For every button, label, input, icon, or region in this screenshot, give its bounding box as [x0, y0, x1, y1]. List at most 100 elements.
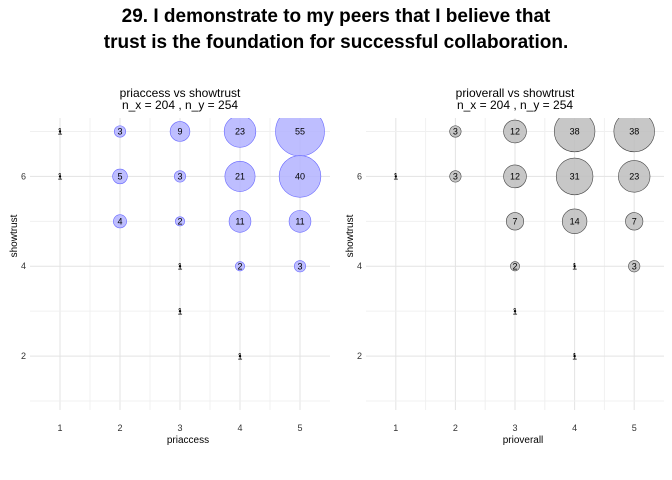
y-axis-label: showtrust — [345, 214, 356, 257]
x-axis-label: prioverall — [503, 435, 544, 446]
bubble-count-label: 1 — [393, 172, 398, 182]
y-tick-label: 4 — [21, 261, 26, 271]
bubble-point — [503, 164, 527, 189]
bubble-point — [238, 354, 242, 358]
panel-title: priaccess vs showtrust — [120, 86, 241, 100]
bubble-count-label: 12 — [510, 172, 520, 182]
bubble-count-label: 1 — [512, 306, 517, 316]
bubble-point — [113, 125, 127, 138]
bubble-point — [112, 168, 128, 185]
panel-subtitle: n_x = 204 , n_y = 254 — [457, 98, 573, 112]
x-tick-label: 3 — [177, 423, 182, 433]
main-title-line-2: trust is the foundation for successful c… — [103, 32, 569, 53]
bubble-point — [510, 261, 520, 272]
x-tick-label: 1 — [57, 423, 62, 433]
bubble-count-label: 40 — [295, 172, 305, 182]
bubble-point — [449, 170, 462, 183]
bubble-count-label: 9 — [177, 127, 182, 137]
bubble-point — [503, 119, 527, 144]
x-tick-label: 3 — [512, 423, 517, 433]
bubble-point — [175, 216, 185, 227]
bubble-count-label: 3 — [117, 127, 122, 137]
bubble-point — [573, 354, 576, 358]
bubble-count-label: 7 — [632, 217, 637, 227]
x-tick-label: 2 — [453, 423, 458, 433]
bubble-count-label: 38 — [629, 127, 639, 137]
y-tick-label: 6 — [357, 171, 362, 181]
x-tick-label: 1 — [393, 423, 398, 433]
bubble-point — [224, 160, 256, 192]
bubble-count-label: 1 — [57, 172, 62, 182]
x-tick-label: 5 — [632, 423, 637, 433]
bubble-point — [278, 155, 322, 198]
bubble-point — [618, 160, 651, 193]
bubble-point — [173, 170, 187, 183]
bubbles: 1 3 9 23 551 5 3 21 404 2 11 111 2 311 — [57, 118, 325, 361]
bubble-count-label: 11 — [295, 217, 304, 227]
bubble-count-label: 21 — [235, 172, 245, 182]
bubble-point — [235, 261, 245, 272]
bubble-point — [553, 118, 596, 153]
bubble-point — [228, 210, 252, 233]
bubble-point — [505, 212, 525, 231]
panel-subtitle: n_x = 204 , n_y = 254 — [122, 98, 238, 112]
bubble-count-label: 3 — [177, 172, 182, 182]
bubble-count-label: 11 — [235, 217, 244, 227]
bubble-point — [573, 265, 576, 268]
bubble-count-label: 7 — [512, 217, 517, 227]
bubble-count-label: 2 — [237, 261, 242, 271]
bubble-count-label: 12 — [510, 127, 520, 137]
bubble-point — [293, 260, 307, 273]
bubble-point — [58, 130, 62, 133]
bubble-point — [178, 309, 182, 313]
bubble-point — [449, 125, 462, 138]
bubble-point — [288, 210, 312, 233]
bubble-count-label: 1 — [177, 306, 182, 316]
bubble-point — [223, 118, 257, 148]
bubble-count-label: 1 — [572, 351, 577, 361]
bubble-count-label: 14 — [570, 217, 580, 227]
bubble-count-label: 3 — [453, 172, 458, 182]
bubble-count-label: 4 — [117, 217, 122, 227]
bubble-point — [58, 175, 62, 178]
bubble-count-label: 31 — [570, 172, 580, 182]
x-tick-label: 4 — [237, 423, 242, 433]
bubble-point — [394, 175, 397, 178]
bubble-point — [561, 208, 588, 234]
bubble-count-label: 38 — [570, 127, 580, 137]
bubble-count-label: 55 — [295, 127, 305, 137]
bubble-count-label: 3 — [297, 261, 302, 271]
main-title-line-1: 29. I demonstrate to my peers that I bel… — [121, 6, 551, 27]
bubble-count-label: 23 — [235, 127, 245, 137]
bubble-count-label: 1 — [57, 127, 62, 137]
x-tick-label: 2 — [117, 423, 122, 433]
bubble-count-label: 5 — [117, 172, 122, 182]
bubble-point — [625, 212, 644, 231]
main-title: 29. I demonstrate to my peers that I bel… — [0, 4, 672, 56]
y-tick-label: 2 — [21, 351, 26, 361]
panel-title: prioverall vs showtrust — [456, 86, 575, 100]
bubble-point — [555, 157, 594, 196]
bubble-count-label: 3 — [453, 127, 458, 137]
bubble-point — [613, 118, 655, 153]
bubble-point — [628, 260, 641, 273]
x-tick-label: 5 — [297, 423, 302, 433]
x-tick-label: 4 — [572, 423, 577, 433]
bubble-point — [113, 214, 127, 229]
bubble-count-label: 2 — [177, 217, 182, 227]
bubble-count-label: 1 — [572, 261, 577, 271]
x-axis-label: priaccess — [167, 435, 209, 446]
bubble-point — [169, 121, 191, 142]
y-axis-label: showtrust — [9, 214, 20, 257]
bubble-count-label: 23 — [629, 172, 639, 182]
bubbles: 3 12 38 381 3 12 31 237 14 72 1 311 — [393, 118, 655, 361]
bubble-count-label: 1 — [237, 351, 242, 361]
bubble-count-label: 3 — [632, 261, 637, 271]
bubble-point — [178, 265, 182, 268]
bubble-point — [513, 309, 517, 313]
y-tick-label: 6 — [21, 171, 26, 181]
y-tick-label: 2 — [357, 351, 362, 361]
